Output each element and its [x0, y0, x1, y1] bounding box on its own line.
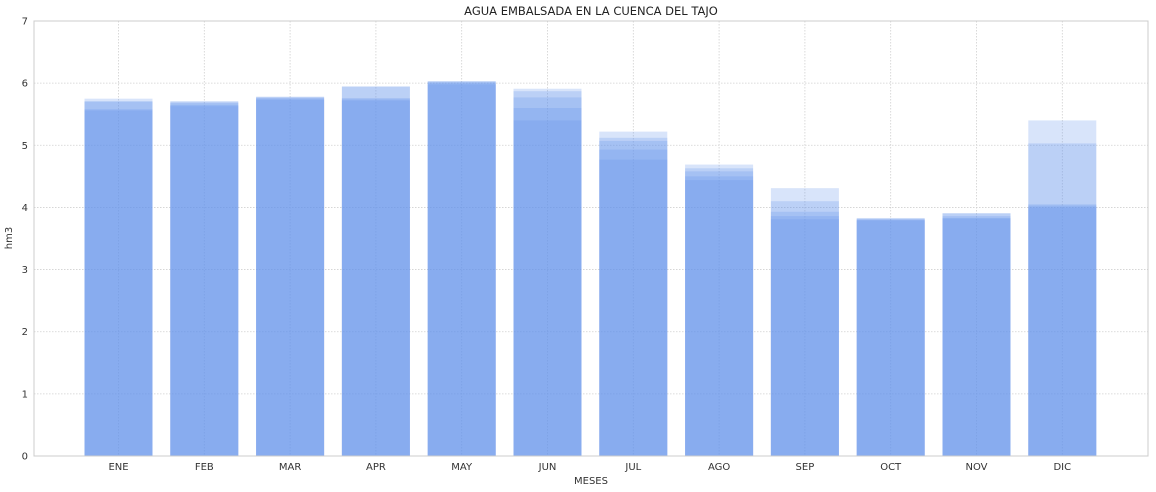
bar [942, 216, 1011, 456]
y-tick-label: 3 [22, 265, 28, 276]
x-tick-label: AGO [708, 462, 730, 473]
x-tick-label: MAR [279, 462, 301, 473]
bar [427, 84, 496, 456]
bar [427, 81, 496, 457]
bar [256, 96, 325, 457]
bar [942, 213, 1011, 456]
bar [770, 219, 839, 456]
x-tick-label: SEP [796, 462, 815, 473]
chart-title: AGUA EMBALSADA EN LA CUENCA DEL TAJO [464, 4, 718, 18]
y-tick-label: 6 [22, 79, 28, 90]
bar [256, 96, 325, 457]
y-tick-label: 7 [22, 17, 28, 28]
x-tick-label: JUL [624, 462, 641, 473]
y-tick-label: 4 [22, 203, 28, 214]
y-tick-labels: 0 1 2 3 4 5 6 7 [22, 17, 28, 463]
bar [685, 180, 754, 457]
bar [513, 97, 582, 456]
bar [685, 168, 754, 456]
bar [942, 213, 1011, 456]
x-tick-label: OCT [880, 462, 902, 473]
bar [170, 101, 239, 457]
plot-frame [33, 20, 1149, 457]
y-tick-label: 5 [22, 141, 28, 152]
bar [84, 98, 153, 456]
bar [856, 220, 925, 456]
bar [599, 159, 668, 457]
bar [170, 101, 239, 457]
bar [1028, 120, 1097, 456]
bar [685, 164, 754, 457]
bar [942, 217, 1011, 456]
bar [599, 149, 668, 456]
bar [513, 91, 582, 456]
bar [770, 188, 839, 456]
x-axis-label: MESES [574, 476, 608, 487]
bar [599, 137, 668, 457]
bar [513, 108, 582, 456]
bar [1028, 207, 1097, 456]
bar [341, 98, 410, 457]
bar [427, 81, 496, 457]
x-tick-label: MAY [451, 462, 473, 473]
y-tick-label: 0 [22, 452, 28, 463]
x-tick-label: FEB [195, 462, 214, 473]
y-axis-label: hm3 [4, 227, 15, 249]
x-tick-label: NOV [965, 462, 987, 473]
bar [256, 98, 325, 457]
bar [341, 99, 410, 457]
x-tick-label: APR [366, 462, 386, 473]
bar [1028, 205, 1097, 456]
bar [256, 99, 325, 457]
bar [856, 218, 925, 456]
bar [427, 81, 496, 457]
x-tick-label: DIC [1053, 462, 1071, 473]
x-tick-label: JUN [538, 462, 557, 473]
bar [427, 83, 496, 457]
bar [770, 201, 839, 456]
x-tick-label: ENE [108, 462, 128, 473]
bar [170, 104, 239, 457]
bar [770, 211, 839, 456]
bar [685, 176, 754, 456]
bar [856, 217, 925, 456]
bar [513, 88, 582, 456]
bar [599, 140, 668, 456]
bar [84, 101, 153, 457]
bar [170, 106, 239, 456]
bar [513, 120, 582, 456]
bar [256, 98, 325, 456]
bar [170, 103, 239, 457]
bar [84, 109, 153, 456]
bar [685, 171, 754, 456]
bars [84, 81, 1097, 457]
plot-background [34, 21, 1148, 456]
x-tick-labels: ENE FEB MAR APR MAY JUN JUL AGO SEP OCT NOV DIC [108, 462, 1071, 473]
bar [1028, 204, 1097, 456]
bar [770, 216, 839, 456]
bar [856, 219, 925, 456]
bar [341, 100, 410, 457]
bar [341, 86, 410, 456]
bar [84, 110, 153, 456]
bar [856, 219, 925, 456]
y-tick-label: 2 [22, 327, 28, 338]
y-tick-label: 1 [22, 389, 28, 400]
bar [84, 101, 153, 457]
bar [942, 218, 1011, 456]
bar [1028, 143, 1097, 456]
bar [341, 86, 410, 456]
bar [599, 131, 668, 456]
